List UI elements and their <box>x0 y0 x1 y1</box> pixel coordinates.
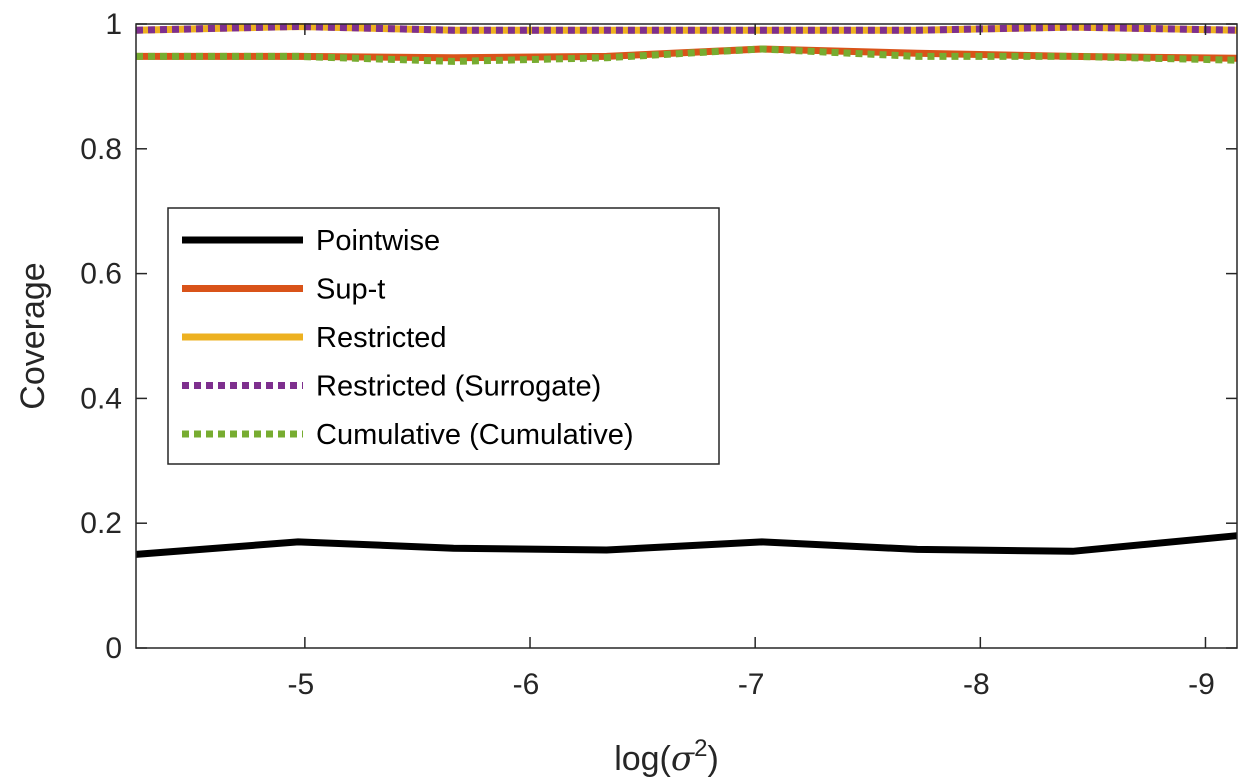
axes-layer: 0 0.2 0.4 0.6 0.8 1 -5 -6 -7 -8 -9 <box>80 8 1238 701</box>
legend-label: Cumulative (Cumulative) <box>316 419 634 451</box>
x-tick-label: -6 <box>513 668 540 701</box>
y-tick-label: 0.4 <box>80 382 122 415</box>
y-tick-label: 0 <box>105 632 122 665</box>
x-tick-label: -9 <box>1188 668 1215 701</box>
legend-label: Pointwise <box>316 225 440 257</box>
legend-label: Restricted (Surrogate) <box>316 371 601 403</box>
y-tick-label: 0.2 <box>80 507 122 540</box>
legend-label: Restricted <box>316 322 447 354</box>
x-axis-label: log(σ2) <box>614 735 719 779</box>
y-axis-label: Coverage <box>14 262 52 409</box>
y-tick-label: 0.8 <box>80 133 122 166</box>
series-layer <box>135 23 1238 558</box>
x-tick-label: -7 <box>738 668 765 701</box>
y-tick-label: 0.6 <box>80 258 122 291</box>
legend-label: Sup-t <box>316 274 385 306</box>
axes-box <box>135 23 1238 649</box>
x-tick-label: -8 <box>963 668 990 701</box>
series-line-restricted <box>135 23 1238 34</box>
series-line-sup-t <box>136 45 1238 62</box>
x-tick-label: -5 <box>288 668 315 701</box>
series-line-pointwise <box>135 532 1238 558</box>
legend: Pointwise Sup-t Restricted Restricted (Surr… <box>167 207 720 465</box>
y-tick-label: 1 <box>105 8 122 41</box>
